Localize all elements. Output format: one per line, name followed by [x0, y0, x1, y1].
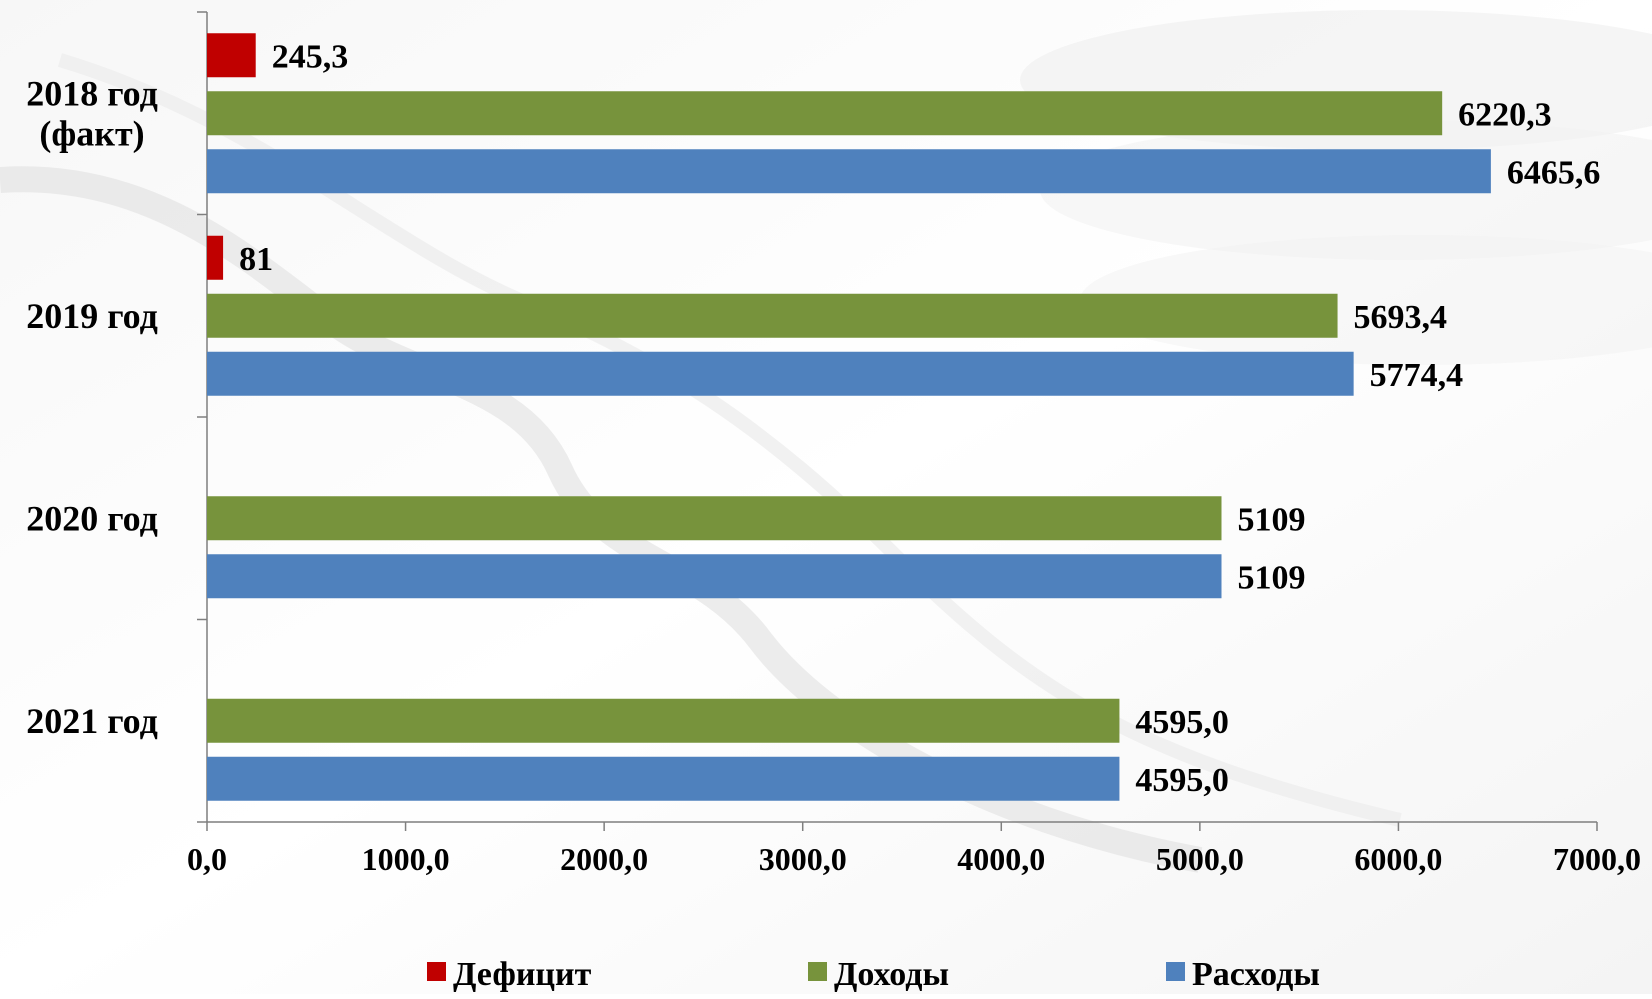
bar-deficit: [207, 235, 224, 280]
category-label: 2021 год: [26, 701, 158, 741]
category-label: 2019 год: [26, 296, 158, 336]
x-tick-label: 7000,0: [1553, 841, 1641, 877]
legend-swatch: [1166, 962, 1185, 981]
category-label: (факт): [39, 113, 144, 153]
x-tick-labels: 0,0 1000,0 2000,0 3000,0 4000,0 5000,0 6000,0 7…: [187, 841, 1641, 877]
legend: Дефицит Доходы Расходы: [427, 956, 1320, 993]
value-labels: 245,3 6220,3 6465,6 81 5693,4 5774,4 5109 5109 4…: [239, 38, 1600, 799]
bar-income: [207, 698, 1120, 743]
bar-expenses: [207, 351, 1354, 396]
x-tick-label: 1000,0: [362, 841, 450, 877]
category-label: 2018 год: [26, 73, 158, 113]
bar-income: [207, 293, 1338, 338]
bars: [207, 33, 1491, 801]
bar-income: [207, 496, 1222, 541]
legend-label: Доходы: [834, 956, 949, 993]
data-label: 4595,0: [1135, 704, 1229, 741]
data-label: 5109: [1238, 501, 1306, 538]
x-tick-label: 2000,0: [560, 841, 648, 877]
data-label: 5693,4: [1354, 299, 1448, 336]
data-label: 6220,3: [1458, 96, 1552, 133]
category-labels: 2018 год(факт) 2019 год 2020 год 2021 год: [26, 73, 158, 741]
bar-expenses: [207, 554, 1222, 599]
data-label: 5109: [1238, 559, 1306, 596]
category-label: 2020 год: [26, 498, 158, 538]
bar-income: [207, 91, 1443, 136]
x-tick-label: 3000,0: [759, 841, 847, 877]
data-label: 245,3: [272, 38, 349, 75]
x-tick-label: 6000,0: [1354, 841, 1442, 877]
legend-label: Дефицит: [453, 956, 592, 993]
legend-swatch: [808, 962, 827, 981]
legend-label: Расходы: [1192, 956, 1320, 993]
bar-expenses: [207, 756, 1120, 801]
data-label: 4595,0: [1135, 762, 1229, 799]
data-label: 5774,4: [1370, 357, 1464, 394]
data-label: 81: [239, 241, 273, 278]
x-tick-label: 5000,0: [1156, 841, 1244, 877]
axes: [197, 11, 1598, 831]
bar-deficit: [207, 33, 256, 78]
legend-swatch: [427, 962, 446, 981]
x-tick-label: 4000,0: [957, 841, 1045, 877]
data-label: 6465,6: [1507, 154, 1601, 191]
bar-expenses: [207, 149, 1491, 194]
x-tick-label: 0,0: [187, 841, 227, 877]
